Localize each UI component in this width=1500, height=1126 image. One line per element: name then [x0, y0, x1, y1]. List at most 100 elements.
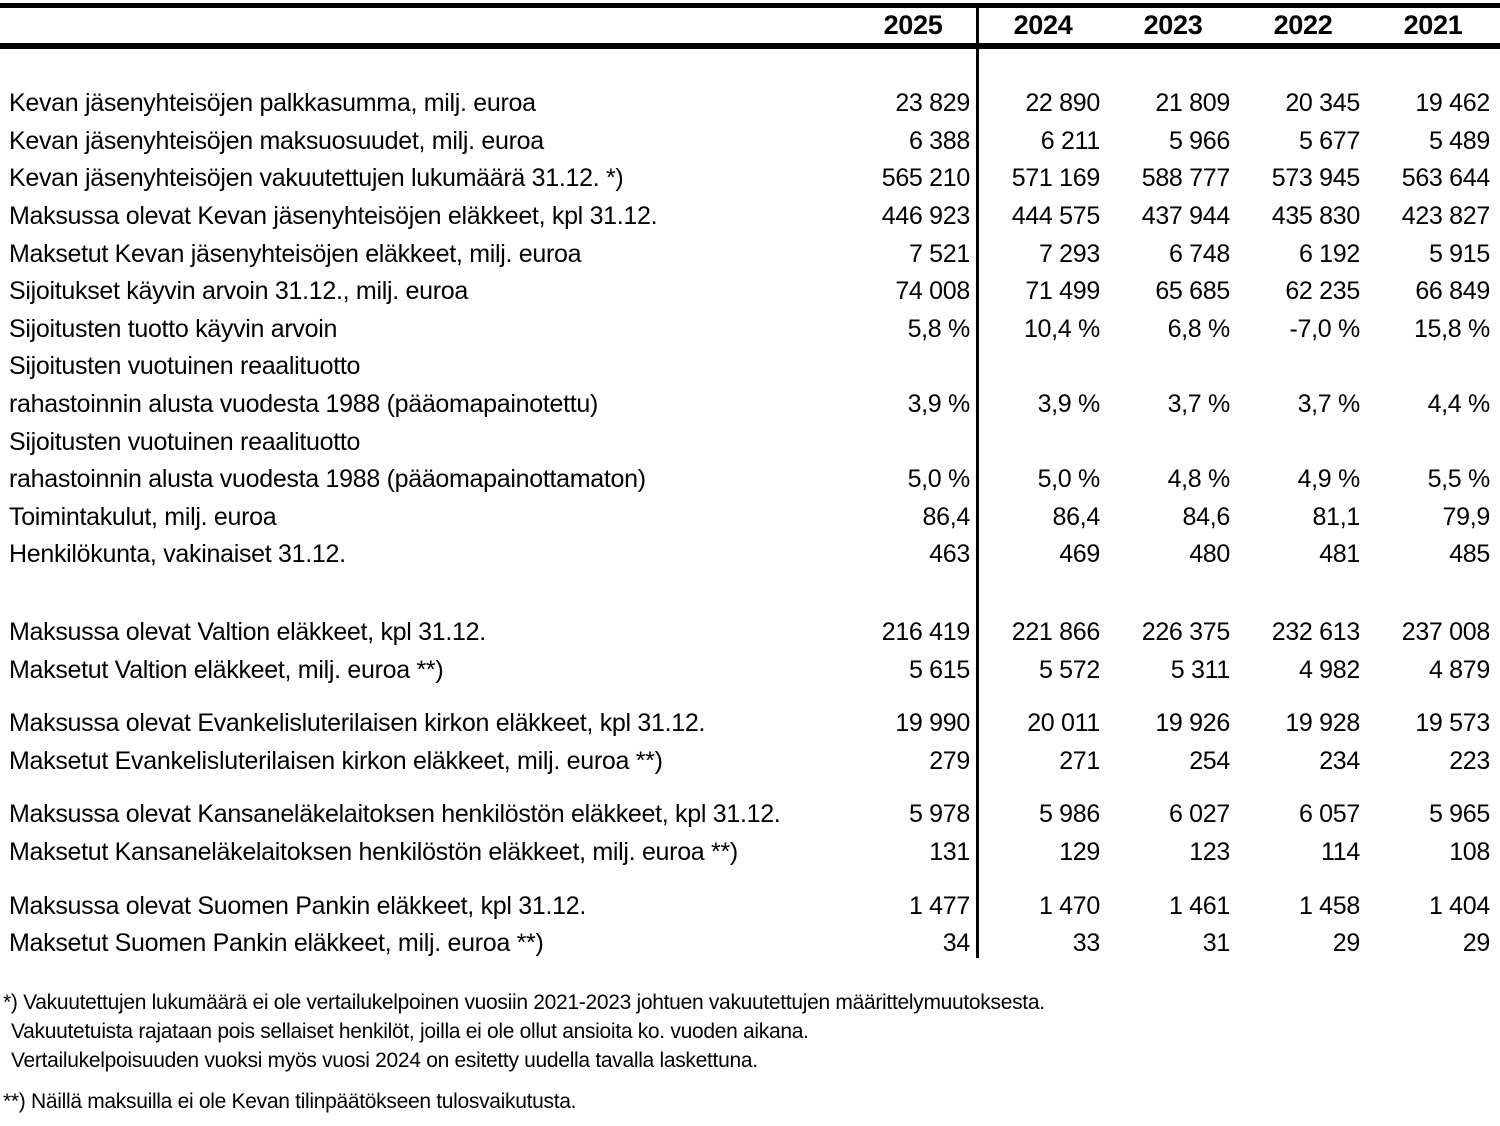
cell-value: 19 990 [895, 709, 970, 738]
cell-value: 5,0 % [1037, 465, 1101, 494]
row-spacer [0, 780, 1500, 796]
cell-value: 84,6 [1182, 502, 1231, 531]
row-label: Maksetut Evankelisluterilaisen kirkon el… [9, 746, 663, 775]
cell-value: 223 [1449, 746, 1490, 775]
cell-value: 33 [1072, 929, 1101, 958]
year-header-2021: 2021 [1403, 10, 1463, 40]
cell-value: 571 169 [1011, 164, 1101, 193]
table-header-row: 2025 2024 2023 2022 2021 [0, 8, 1500, 43]
cell-value: 3,9 % [1037, 390, 1101, 419]
row-label: rahastoinnin alusta vuodesta 1988 (pääom… [9, 390, 598, 419]
cell-value: 563 644 [1401, 164, 1491, 193]
year-header-2022: 2022 [1273, 10, 1333, 40]
cell-value: 5 965 [1428, 800, 1490, 829]
cell-value: 5,5 % [1427, 465, 1491, 494]
cell-value: 21 809 [1155, 89, 1230, 118]
row-label: Sijoitusten tuotto käyvin arvoin [9, 314, 338, 343]
cell-value: 81,1 [1312, 502, 1361, 531]
cell-value: 29 [1332, 929, 1361, 958]
cell-value: 4,8 % [1167, 465, 1231, 494]
cell-value: 19 573 [1415, 709, 1490, 738]
cell-value: 6 748 [1168, 239, 1230, 268]
row-label: Maksussa olevat Valtion eläkkeet, kpl 31… [9, 618, 486, 647]
cell-value: 437 944 [1141, 202, 1231, 231]
cell-value: 237 008 [1401, 618, 1491, 647]
footnotes: *) Vakuutettujen lukumäärä ei ole vertai… [0, 988, 1500, 1116]
cell-value: 74 008 [895, 277, 970, 306]
cell-value: 423 827 [1401, 202, 1491, 231]
table-row: Kevan jäsenyhteisöjen palkkasumma, milj.… [0, 85, 1500, 123]
cell-value: 480 [1189, 540, 1230, 569]
cell-value: 10,4 % [1023, 314, 1100, 343]
table-row: Maksetut Evankelisluterilaisen kirkon el… [0, 743, 1500, 781]
row-label: Sijoitukset käyvin arvoin 31.12., milj. … [9, 277, 468, 306]
cell-value: 7 521 [908, 239, 970, 268]
table-row: rahastoinnin alusta vuodesta 1988 (pääom… [0, 461, 1500, 499]
footnote-star-line-3: Vertailukelpoisuuden vuoksi myös vuosi 2… [11, 1049, 758, 1073]
table-row: Maksussa olevat Evankelisluterilaisen ki… [0, 705, 1500, 743]
cell-value: 20 011 [1027, 709, 1100, 738]
footnote-doublestar-line-1: **) Näillä maksuilla ei ole Kevan tilinp… [3, 1090, 577, 1114]
cell-value: 5 489 [1428, 126, 1490, 155]
cell-value: 1 404 [1428, 891, 1490, 920]
cell-value: 79,9 [1442, 502, 1491, 531]
cell-value: 226 375 [1141, 618, 1231, 647]
cell-value: 7 293 [1038, 239, 1100, 268]
table-row: Maksussa olevat Kansaneläkelaitoksen hen… [0, 796, 1500, 834]
cell-value: 86,4 [1052, 502, 1101, 531]
cell-value: 4 879 [1428, 655, 1490, 684]
cell-value: 4,9 % [1297, 465, 1361, 494]
cell-value: 6 192 [1298, 239, 1360, 268]
table-row: Maksussa olevat Kevan jäsenyhteisöjen el… [0, 198, 1500, 236]
table-row: rahastoinnin alusta vuodesta 1988 (pääom… [0, 386, 1500, 424]
cell-value: 5,8 % [907, 314, 971, 343]
cell-value: 19 926 [1155, 709, 1230, 738]
row-spacer [0, 871, 1500, 887]
footnote-star-line-2: Vakuutetuista rajataan pois sellaiset he… [11, 1020, 809, 1044]
cell-value: 6 388 [908, 126, 970, 155]
year-header-2023: 2023 [1143, 10, 1203, 40]
year-header-2025: 2025 [883, 10, 943, 40]
cell-value: 232 613 [1271, 618, 1361, 647]
table-row: Toimintakulut, milj. euroa 86,4 86,4 84,6 81… [0, 499, 1500, 537]
table-row: Kevan jäsenyhteisöjen maksuosuudet, milj… [0, 123, 1500, 161]
table-body: Kevan jäsenyhteisöjen palkkasumma, milj.… [0, 49, 1500, 962]
cell-value: 435 830 [1271, 202, 1361, 231]
cell-value: 66 849 [1415, 277, 1490, 306]
column-divider [976, 3, 979, 958]
cell-value: 23 829 [895, 89, 970, 118]
cell-value: 573 945 [1271, 164, 1361, 193]
table-row: Maksetut Kansaneläkelaitoksen henkilöstö… [0, 834, 1500, 872]
cell-value: 1 458 [1298, 891, 1360, 920]
cell-value: 1 477 [908, 891, 970, 920]
cell-value: 5 572 [1038, 655, 1100, 684]
cell-value: 29 [1462, 929, 1491, 958]
row-label: Maksussa olevat Kansaneläkelaitoksen hen… [9, 800, 781, 829]
cell-value: 86,4 [922, 502, 971, 531]
cell-value: 279 [929, 746, 970, 775]
row-label: Kevan jäsenyhteisöjen palkkasumma, milj.… [9, 89, 536, 118]
cell-value: 1 461 [1168, 891, 1230, 920]
cell-value: 5 978 [908, 800, 970, 829]
row-label: Kevan jäsenyhteisöjen maksuosuudet, milj… [9, 126, 544, 155]
cell-value: 463 [929, 540, 970, 569]
year-header-2024: 2024 [1013, 10, 1073, 40]
row-label: Maksussa olevat Evankelisluterilaisen ki… [9, 709, 706, 738]
row-spacer [0, 574, 1500, 614]
cell-value: 4 982 [1298, 655, 1360, 684]
cell-value: 20 345 [1285, 89, 1360, 118]
row-label: rahastoinnin alusta vuodesta 1988 (pääom… [9, 465, 646, 494]
cell-value: 565 210 [881, 164, 971, 193]
cell-value: 4,4 % [1427, 390, 1491, 419]
cell-value: 3,7 % [1297, 390, 1361, 419]
cell-value: 469 [1059, 540, 1100, 569]
cell-value: 271 [1059, 746, 1100, 775]
row-label: Sijoitusten vuotuinen reaalituotto [9, 427, 361, 456]
cell-value: 123 [1189, 837, 1230, 866]
table-row: Kevan jäsenyhteisöjen vakuutettujen luku… [0, 160, 1500, 198]
cell-value: 3,9 % [907, 390, 971, 419]
cell-value: 22 890 [1025, 89, 1100, 118]
row-label: Maksetut Kansaneläkelaitoksen henkilöstö… [9, 837, 738, 866]
cell-value: 5 615 [908, 655, 970, 684]
cell-value: 5 311 [1170, 655, 1231, 684]
